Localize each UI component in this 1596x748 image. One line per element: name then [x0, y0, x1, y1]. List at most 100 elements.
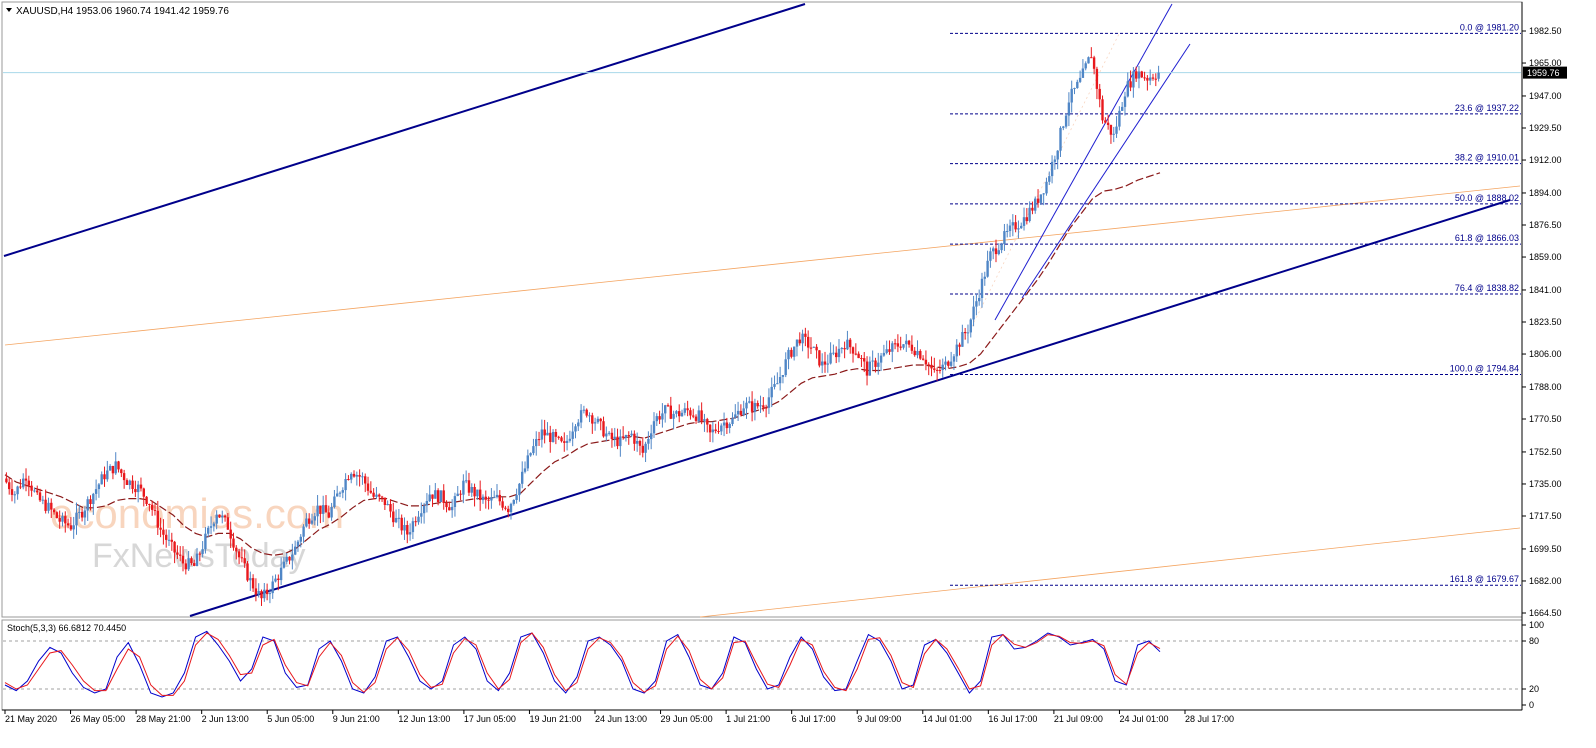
- candle-body: [582, 409, 586, 411]
- candle-body: [55, 512, 59, 518]
- candle-body: [420, 513, 423, 517]
- candle-body: [44, 499, 47, 511]
- candle-body: [372, 492, 375, 497]
- fib-fan-line[interactable]: [699, 527, 1521, 618]
- price-tick-label: 1982.50: [1529, 26, 1562, 36]
- candle-body: [190, 558, 193, 564]
- stoch-tick-label: 20: [1529, 684, 1539, 694]
- candle-body: [588, 415, 591, 417]
- candle-body: [1020, 225, 1023, 229]
- upper-trend-line[interactable]: [3, 3, 806, 257]
- candle-body: [515, 495, 518, 500]
- candle-body: [347, 479, 350, 480]
- fib-fan-line[interactable]: [4, 185, 1521, 346]
- candle-body: [223, 515, 227, 518]
- candle-body: [504, 507, 507, 509]
- candle-body: [1154, 78, 1157, 80]
- candle-body: [585, 409, 588, 416]
- candle-body: [1081, 68, 1085, 78]
- candle-body: [8, 482, 11, 490]
- candle-body: [879, 355, 883, 363]
- candle-body: [1146, 77, 1149, 81]
- candle-body: [428, 494, 431, 502]
- candle-body: [316, 505, 319, 517]
- candle-body: [630, 433, 633, 436]
- candle-body: [425, 501, 429, 506]
- candle-body: [795, 339, 799, 347]
- candle-body: [1092, 57, 1096, 69]
- candle-body: [532, 446, 535, 454]
- candle-body: [473, 487, 476, 497]
- candle-body: [1087, 57, 1090, 64]
- candle-body: [336, 493, 339, 497]
- candle-body: [664, 405, 667, 414]
- candle-body: [596, 418, 600, 423]
- candle-body: [41, 499, 44, 501]
- candle-body: [666, 405, 670, 407]
- candle-body: [453, 496, 457, 507]
- candle-body: [498, 494, 501, 502]
- candle-body: [246, 563, 249, 581]
- candle-body: [773, 384, 776, 387]
- channel-upper-line[interactable]: [994, 3, 1173, 321]
- candle-body: [235, 547, 238, 552]
- candle-body: [1006, 231, 1009, 232]
- candle-body: [512, 500, 515, 504]
- candle-body: [809, 347, 813, 349]
- candle-body: [207, 527, 210, 534]
- candle-body: [554, 432, 558, 437]
- fib-level-label: 61.8 @ 1866.03: [1455, 233, 1519, 243]
- candle-body: [439, 490, 443, 502]
- candle-body: [1036, 198, 1040, 203]
- candle-body: [142, 488, 145, 497]
- candle-body: [198, 553, 201, 555]
- candle-body: [1112, 133, 1115, 135]
- candle-body: [277, 578, 280, 580]
- stoch-signal-line: [4, 632, 1161, 696]
- candle-body: [1050, 161, 1054, 177]
- candle-body: [919, 351, 922, 359]
- candle-body: [543, 429, 546, 436]
- stoch-pane[interactable]: [1, 619, 1523, 711]
- candle-body: [100, 474, 103, 485]
- candle-body: [607, 432, 611, 434]
- candle-body: [139, 484, 143, 489]
- candle-body: [193, 563, 196, 566]
- candle-body: [165, 534, 168, 540]
- candle-body: [983, 276, 986, 279]
- candle-body: [902, 344, 905, 348]
- candle-body: [509, 503, 513, 513]
- candle-body: [638, 441, 642, 446]
- candle-body: [647, 439, 650, 444]
- candle-body: [992, 248, 995, 252]
- candle-body: [5, 478, 8, 483]
- candle-body: [759, 405, 762, 407]
- candle-body: [762, 405, 765, 408]
- candle-body: [1067, 102, 1071, 116]
- candle-body: [330, 507, 333, 518]
- candle-body: [697, 410, 700, 421]
- candle-body: [271, 581, 274, 594]
- candle-body: [750, 401, 754, 412]
- candle-body: [204, 533, 207, 550]
- candle-body: [265, 589, 269, 595]
- candle-body: [1014, 222, 1017, 230]
- candle-body: [33, 490, 36, 492]
- channel-lower-line[interactable]: [1021, 43, 1191, 299]
- candle-body: [767, 397, 771, 408]
- lower-trend-line[interactable]: [189, 199, 1511, 617]
- current-price-badge: [1523, 66, 1567, 79]
- candle-body: [574, 426, 577, 432]
- candle-body: [683, 408, 686, 413]
- time-tick-label: 2 Jun 13:00: [202, 714, 249, 724]
- candle-body: [605, 433, 608, 437]
- main-pane[interactable]: [1, 1, 1523, 618]
- time-tick-label: 12 Jun 13:00: [398, 714, 450, 724]
- candle-body: [700, 410, 703, 422]
- collapse-triangle-icon[interactable]: [6, 8, 12, 12]
- candle-body: [358, 475, 361, 477]
- candle-body: [257, 591, 260, 595]
- candle-body: [89, 499, 92, 504]
